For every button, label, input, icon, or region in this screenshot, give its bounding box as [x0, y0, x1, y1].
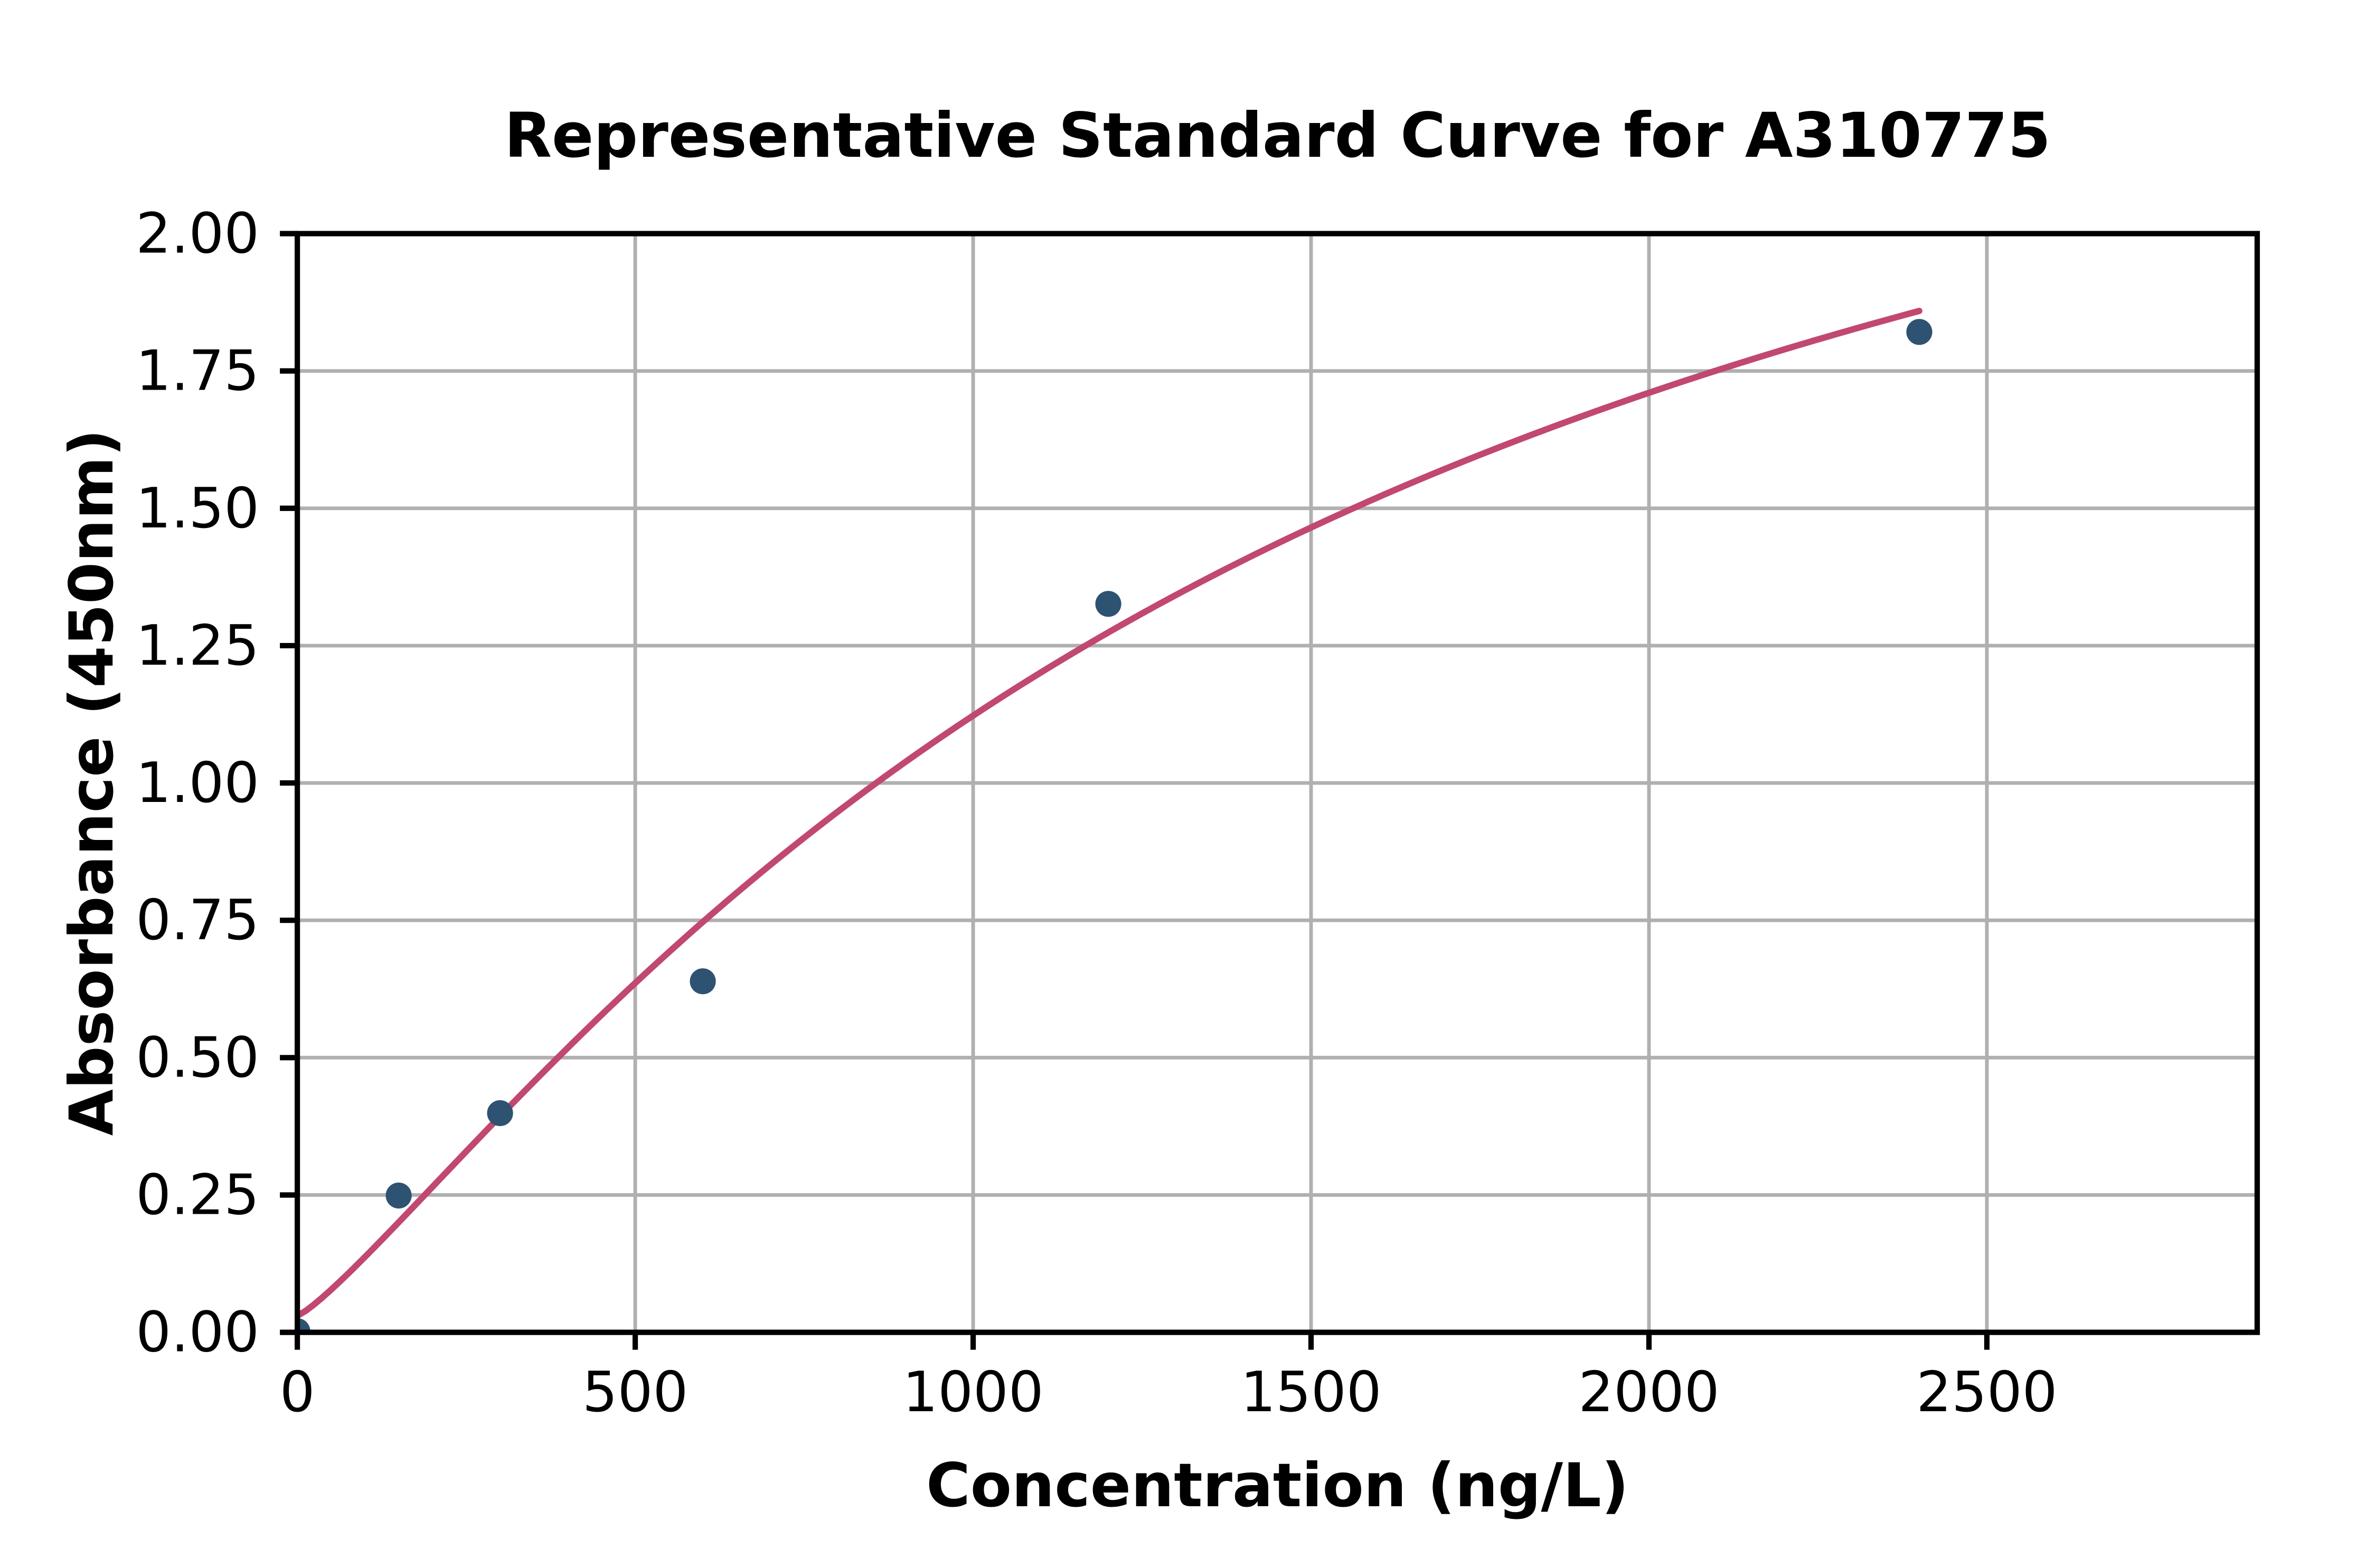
data-point [1906, 319, 1932, 345]
y-tick-label: 0.00 [136, 1300, 259, 1365]
y-tick-label: 1.25 [136, 613, 259, 678]
y-tick-label: 0.50 [136, 1025, 259, 1090]
x-tick-label: 500 [582, 1360, 688, 1424]
data-point [690, 968, 716, 995]
y-tick-label: 1.00 [136, 751, 259, 815]
fit-curve [297, 307, 1923, 1319]
data-point [385, 1182, 412, 1209]
y-tick-label: 2.00 [136, 202, 259, 266]
chart-title: Representative Standard Curve for A31077… [504, 101, 2051, 173]
y-tick-label: 0.25 [136, 1163, 259, 1227]
plot-frame [294, 231, 2260, 1335]
x-tick-label: 2500 [1916, 1360, 2057, 1424]
y-tick-label: 1.75 [136, 339, 259, 403]
y-tick-label: 1.50 [136, 476, 259, 541]
x-tick-label: 0 [280, 1360, 315, 1424]
data-point [487, 1100, 513, 1127]
x-tick-label: 1500 [1240, 1360, 1381, 1424]
y-axis-label: Absorbance (450nm) [57, 429, 127, 1136]
x-tick-label: 1000 [902, 1360, 1043, 1424]
x-axis-label: Concentration (ng/L) [926, 1451, 1629, 1520]
x-tick-label: 2000 [1578, 1360, 1719, 1424]
data-point [1095, 591, 1121, 617]
y-tick-label: 0.75 [136, 888, 259, 952]
data-point [297, 1318, 310, 1333]
